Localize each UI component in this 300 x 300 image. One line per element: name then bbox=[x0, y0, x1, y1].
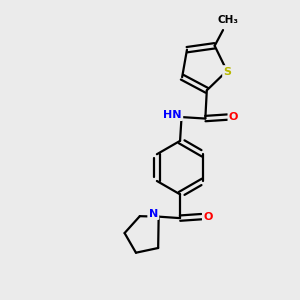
Text: O: O bbox=[203, 212, 213, 222]
Text: S: S bbox=[224, 67, 232, 76]
Text: HN: HN bbox=[164, 110, 182, 120]
Text: CH₃: CH₃ bbox=[218, 15, 239, 25]
Text: N: N bbox=[149, 209, 158, 219]
Text: O: O bbox=[229, 112, 238, 122]
